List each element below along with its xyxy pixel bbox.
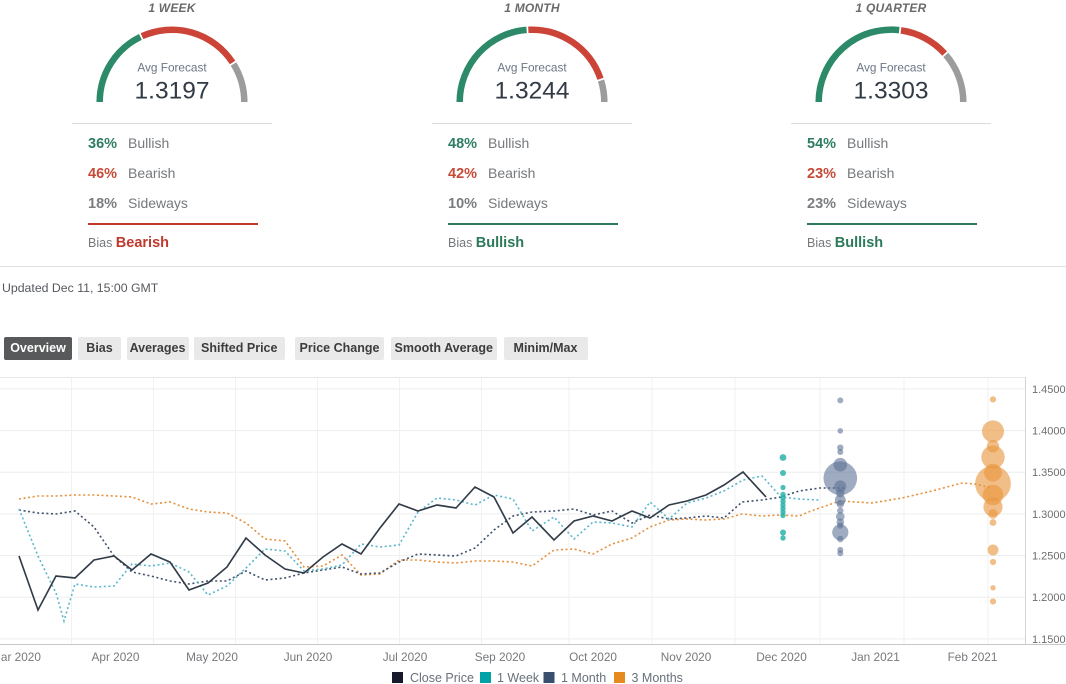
svg-text:1.3244: 1.3244 (495, 77, 570, 104)
svg-text:1.3000: 1.3000 (1032, 509, 1066, 521)
svg-text:1.4000: 1.4000 (1032, 426, 1066, 438)
svg-text:Avg Forecast: Avg Forecast (856, 60, 926, 74)
svg-text:1.3197: 1.3197 (135, 77, 210, 104)
svg-text:Mar 2020: Mar 2020 (0, 650, 41, 664)
svg-text:3 Months: 3 Months (632, 671, 683, 684)
svg-text:Jan 2021: Jan 2021 (851, 650, 900, 664)
svg-text:Dec 2020: Dec 2020 (756, 650, 807, 664)
svg-text:Nov 2020: Nov 2020 (661, 650, 712, 664)
svg-text:Avg Forecast: Avg Forecast (137, 60, 207, 74)
svg-text:1 Week: 1 Week (497, 671, 540, 684)
svg-text:May 2020: May 2020 (186, 650, 238, 664)
svg-text:Close Price: Close Price (410, 671, 474, 684)
svg-text:1.3303: 1.3303 (854, 77, 929, 104)
svg-text:Avg Forecast: Avg Forecast (497, 60, 567, 74)
svg-text:Feb 2021: Feb 2021 (948, 650, 998, 664)
svg-text:1.1500: 1.1500 (1032, 634, 1066, 646)
svg-text:Apr 2020: Apr 2020 (92, 650, 140, 664)
svg-text:1 Month: 1 Month (561, 671, 606, 684)
svg-text:Jul 2020: Jul 2020 (383, 650, 428, 664)
svg-text:Sep 2020: Sep 2020 (475, 650, 526, 664)
svg-text:1.4500: 1.4500 (1032, 384, 1066, 396)
svg-text:Oct 2020: Oct 2020 (569, 650, 617, 664)
svg-text:1.2500: 1.2500 (1032, 551, 1066, 563)
svg-text:1.3500: 1.3500 (1032, 467, 1066, 479)
svg-text:Jun 2020: Jun 2020 (284, 650, 333, 664)
svg-text:1.2000: 1.2000 (1032, 592, 1066, 604)
